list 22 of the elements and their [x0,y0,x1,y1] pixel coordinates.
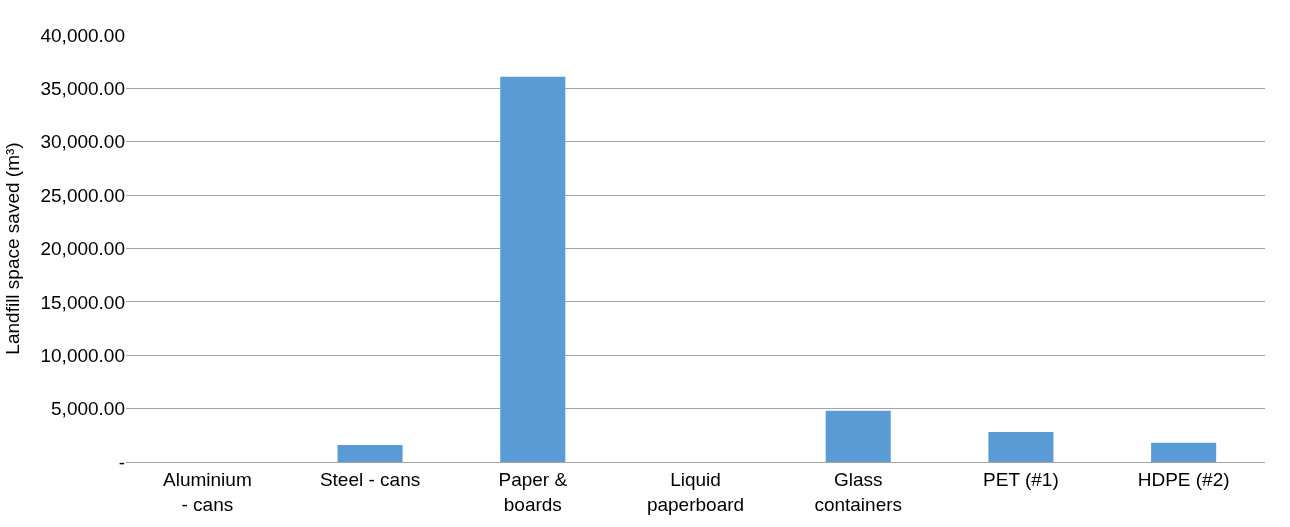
y-tick-label: 15,000.00 [40,291,125,313]
y-tick-label: 20,000.00 [40,238,125,260]
x-tick-label: Steel - cans [319,468,421,490]
y-tick-label: 30,000.00 [40,131,125,153]
x-tick-label: HDPE (#2) [1137,468,1230,490]
y-tick-label: 10,000.00 [40,344,125,366]
y-tick-label: 5,000.00 [51,398,125,420]
bar [988,432,1054,462]
y-tick-label: 40,000.00 [40,24,125,46]
bar [1151,442,1217,462]
y-axis-title: Landfill space saved (m³) [2,142,24,355]
x-tick-label: Aluminium - cans [163,468,252,515]
y-tick-label: - [118,451,125,473]
x-tick-label: Liquid paperboard [646,468,745,515]
x-tick-label: PET (#1) [983,468,1059,490]
y-tick-label: 25,000.00 [40,184,125,206]
y-tick-label: 35,000.00 [40,78,125,100]
bar [337,444,403,462]
bar [825,410,891,462]
bar [500,76,566,462]
x-tick-label: Paper & boards [498,468,568,515]
x-tick-label: Glass containers [814,468,903,515]
